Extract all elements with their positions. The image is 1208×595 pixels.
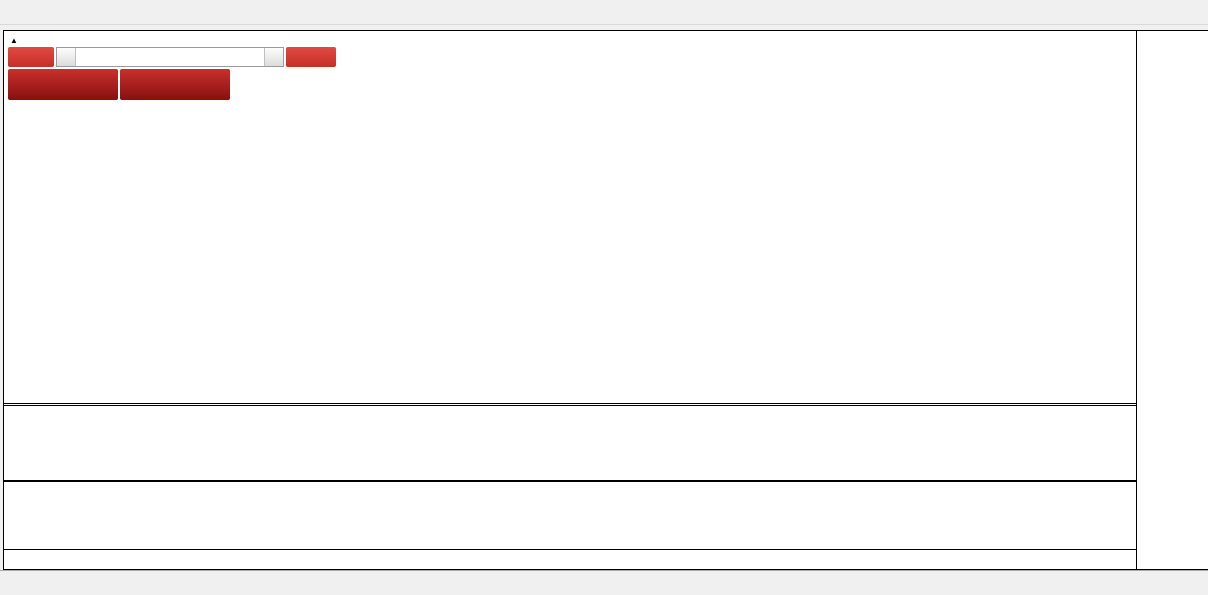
symbol-tab-bar <box>0 570 1208 595</box>
chart-title: ▲ <box>10 34 28 46</box>
price-chart-pane[interactable] <box>4 31 1136 404</box>
collapse-triangle-icon[interactable]: ▲ <box>10 36 18 45</box>
price-axis-column <box>1136 31 1208 569</box>
timeframe-toolbar <box>0 0 1208 25</box>
chart-window: ▲ <box>3 30 1208 570</box>
sell-price-box[interactable] <box>8 69 118 100</box>
rsi-indicator-pane[interactable] <box>4 481 1136 550</box>
one-click-trade-panel <box>8 47 336 100</box>
macd-indicator-pane[interactable] <box>4 405 1136 481</box>
volume-spinner <box>56 47 284 67</box>
buy-button[interactable] <box>286 47 336 67</box>
sell-button[interactable] <box>8 47 54 67</box>
volume-increase-icon[interactable] <box>264 48 283 66</box>
volume-decrease-icon[interactable] <box>57 48 76 66</box>
buy-price-box[interactable] <box>120 69 230 100</box>
volume-input[interactable] <box>76 48 264 66</box>
x-axis-date-row <box>4 550 1136 569</box>
